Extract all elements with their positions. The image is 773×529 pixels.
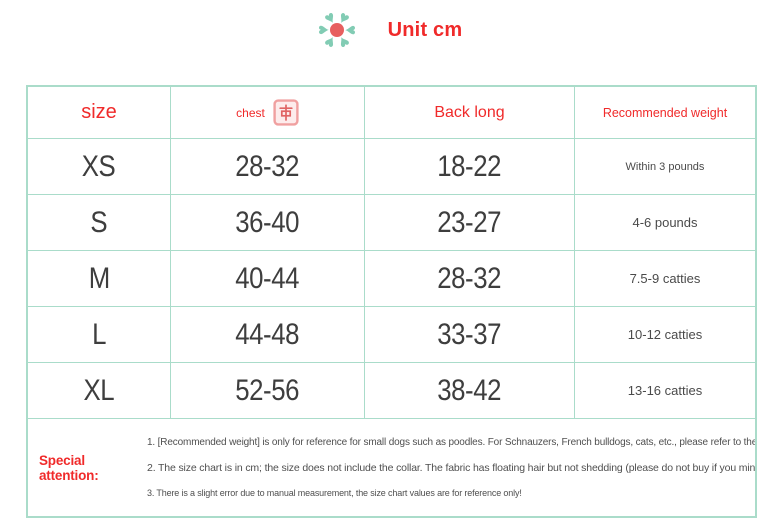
back-long-cell: 23-27 <box>365 195 575 251</box>
size-value: XS <box>82 149 116 183</box>
chest-cell: 36-40 <box>171 195 365 251</box>
size-value: M <box>88 261 110 295</box>
unit-title: Unit cm <box>387 18 463 41</box>
back-long-value: 18-22 <box>437 149 502 183</box>
chest-cell: 44-48 <box>171 307 365 363</box>
size-cell: S <box>28 195 171 251</box>
back-long-cell: 33-37 <box>365 307 575 363</box>
weight-value: 7.5-9 catties <box>629 271 701 286</box>
page-header: ♥ ♥ ♥ ♥ ♥ ♥ Unit cm <box>0 0 773 60</box>
column-header-recommended-weight: Recommended weight <box>575 87 755 139</box>
chest-stamp-icon <box>273 99 299 126</box>
column-header-back-long-label: Back long <box>434 103 505 121</box>
size-value: S <box>90 205 108 239</box>
size-chart-table: size chest Back long Recommended weight … <box>26 85 757 518</box>
weight-cell: 13-16 catties <box>575 363 755 419</box>
note-item: 1. [Recommended weight] is only for refe… <box>147 437 755 448</box>
back-long-cell: 38-42 <box>365 363 575 419</box>
column-header-chest: chest <box>171 87 365 139</box>
weight-cell: 10-12 catties <box>575 307 755 363</box>
weight-value: 13-16 catties <box>627 383 703 398</box>
size-cell: XL <box>28 363 171 419</box>
chest-value: 44-48 <box>235 317 300 351</box>
weight-cell: 7.5-9 catties <box>575 251 755 307</box>
note-item: 2. The size chart is in cm; the size doe… <box>147 462 755 474</box>
back-long-value: 33-37 <box>437 317 502 351</box>
back-long-cell: 28-32 <box>365 251 575 307</box>
column-header-recommended-weight-label: Recommended weight <box>602 105 728 120</box>
back-long-value: 28-32 <box>437 261 502 295</box>
notes-row: Special attention: 1. [Recommended weigh… <box>28 419 755 516</box>
weight-value: Within 3 pounds <box>625 160 705 173</box>
back-long-value: 23-27 <box>437 205 502 239</box>
chest-value: 36-40 <box>235 205 300 239</box>
flower-center-dot <box>329 23 344 37</box>
note-item: 3. There is a slight error due to manual… <box>147 488 522 498</box>
size-value: XL <box>83 373 115 407</box>
column-header-size-label: size <box>81 101 117 123</box>
size-cell: M <box>28 251 171 307</box>
weight-value: 10-12 catties <box>627 327 703 342</box>
flower-icon: ♥ ♥ ♥ ♥ ♥ ♥ <box>311 4 363 56</box>
weight-cell: Within 3 pounds <box>575 139 755 195</box>
back-long-value: 38-42 <box>437 373 502 407</box>
column-header-chest-label: chest <box>236 105 265 120</box>
chest-value: 28-32 <box>235 149 300 183</box>
special-attention-label: Special attention: <box>39 452 99 483</box>
chest-cell: 52-56 <box>171 363 365 419</box>
weight-value: 4-6 pounds <box>632 215 698 230</box>
size-value: L <box>92 317 106 351</box>
column-header-back-long: Back long <box>365 87 575 139</box>
chest-value: 40-44 <box>235 261 300 295</box>
weight-cell: 4-6 pounds <box>575 195 755 251</box>
chest-cell: 28-32 <box>171 139 365 195</box>
size-cell: L <box>28 307 171 363</box>
chest-value: 52-56 <box>235 373 300 407</box>
back-long-cell: 18-22 <box>365 139 575 195</box>
column-header-size: size <box>28 87 171 139</box>
size-cell: XS <box>28 139 171 195</box>
notes-list: 1. [Recommended weight] is only for refe… <box>147 419 755 516</box>
chest-cell: 40-44 <box>171 251 365 307</box>
